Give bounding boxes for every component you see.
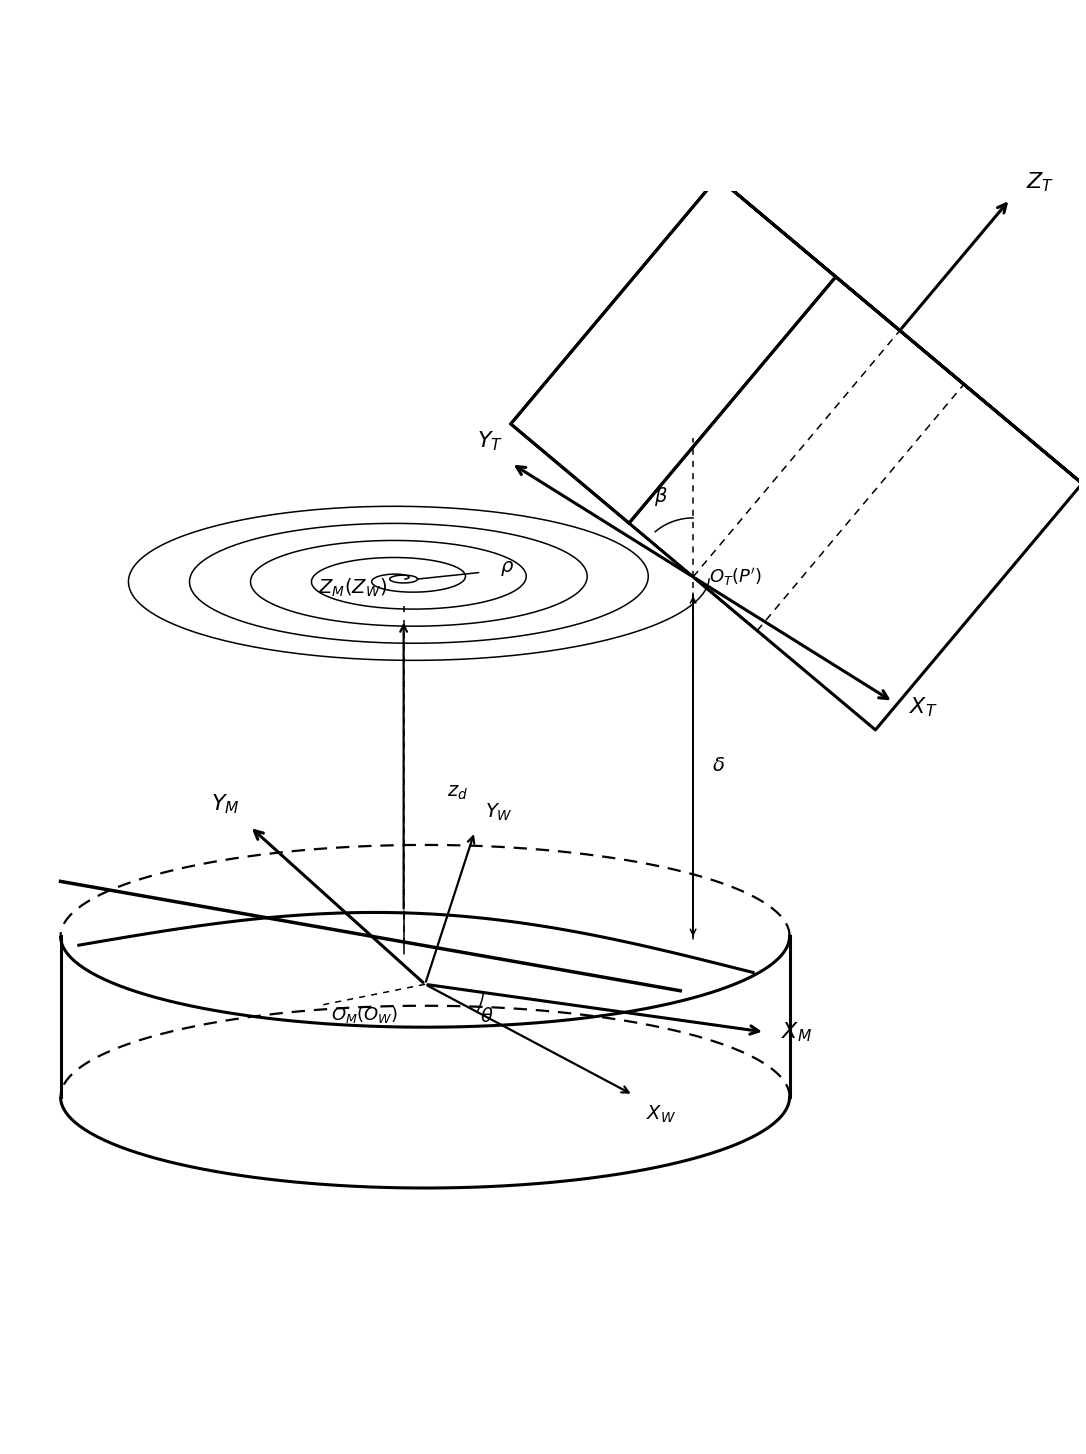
Text: $Z_T$: $Z_T$	[1026, 170, 1055, 193]
Text: $O_M(O_W)$: $O_M(O_W)$	[331, 1003, 399, 1025]
Text: $\beta$: $\beta$	[654, 486, 668, 507]
Text: $Y_M$: $Y_M$	[211, 792, 239, 816]
Text: $Y_W$: $Y_W$	[485, 801, 514, 823]
Text: $X_W$: $X_W$	[646, 1104, 677, 1125]
Text: $X_T$: $X_T$	[909, 695, 938, 720]
Text: $\theta$: $\theta$	[480, 1008, 494, 1027]
Text: $O_T(P')$: $O_T(P')$	[709, 566, 762, 587]
Text: $\delta$: $\delta$	[712, 758, 725, 775]
Text: $\rho$: $\rho$	[501, 558, 515, 577]
Text: $z_d$: $z_d$	[446, 784, 467, 801]
Text: $Y_T$: $Y_T$	[477, 429, 503, 452]
Text: $X_M$: $X_M$	[781, 1021, 812, 1044]
Text: $Z_M(Z_W)$: $Z_M(Z_W)$	[318, 576, 388, 599]
